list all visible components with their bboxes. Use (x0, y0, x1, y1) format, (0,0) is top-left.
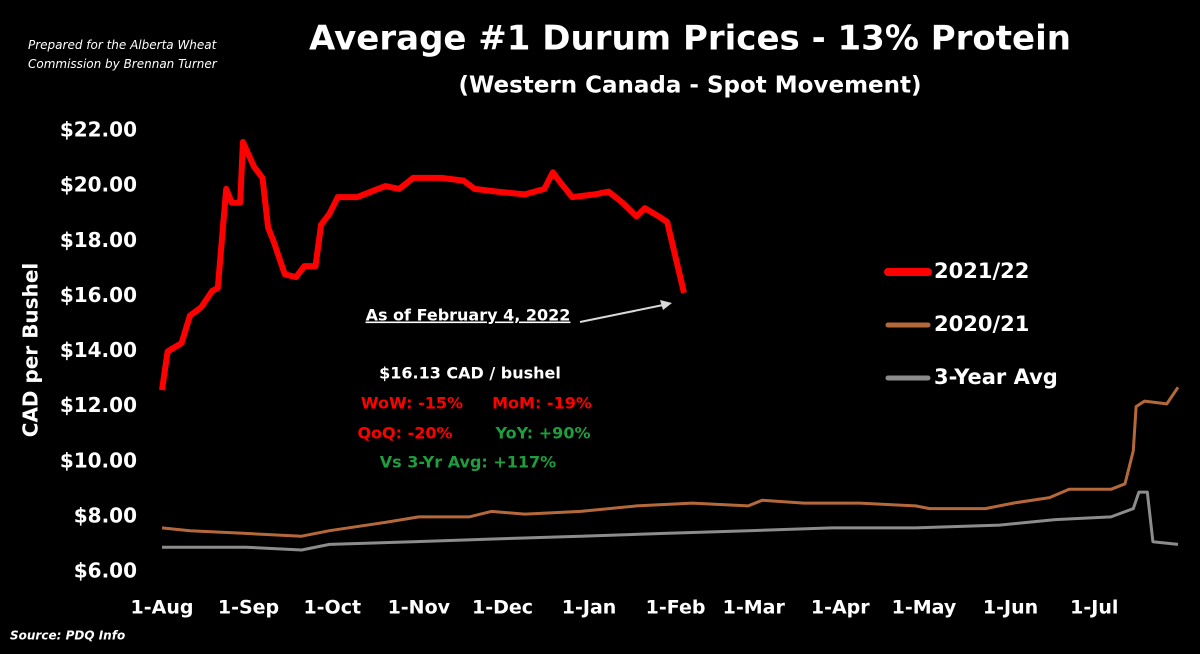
x-tick-label: 1-Aug (131, 597, 194, 619)
chart-subtitle: (Western Canada - Spot Movement) (458, 73, 921, 99)
x-tick-label: 1-Jun (983, 597, 1038, 619)
annotation: As of February 4, 2022 (366, 306, 571, 325)
x-tick-label: 1-May (892, 597, 957, 619)
annotation: $16.13 CAD / bushel (379, 364, 561, 383)
y-tick-label: $6.00 (74, 559, 137, 583)
x-tick-label: 1-Dec (472, 597, 533, 619)
y-tick-label: $10.00 (60, 448, 137, 472)
y-tick-label: $20.00 (60, 173, 137, 197)
annotation: YoY: +90% (495, 424, 591, 443)
note: Prepared for the Alberta Wheat Commissio… (28, 38, 217, 71)
legend-label: 2020/21 (934, 312, 1029, 336)
annotation-arrow (579, 303, 669, 323)
series-line (161, 386, 1180, 538)
annotation: Vs 3-Yr Avg: +117% (380, 453, 556, 472)
y-axis-label: CAD per Bushel (19, 263, 43, 437)
x-tick-label: 1-Oct (303, 597, 361, 619)
x-tick-label: 1-Feb (646, 597, 706, 619)
y-tick-label: $12.00 (60, 393, 137, 417)
series-line (159, 139, 687, 391)
y-tick-label: $8.00 (74, 503, 137, 527)
legend-label: 2021/22 (934, 259, 1029, 283)
y-tick-label: $22.00 (60, 118, 137, 142)
x-tick-label: 1-Sep (218, 597, 279, 619)
y-tick-label: $14.00 (60, 338, 137, 362)
source: Source: PDQ Info (10, 629, 125, 643)
series-line (162, 490, 1179, 552)
annotation: WoW: -15% (361, 394, 463, 413)
x-tick-label: 1-Mar (723, 597, 786, 619)
x-tick-label: 1-Jan (562, 597, 617, 619)
arrow-head (660, 300, 672, 310)
x-tick-label: 1-Nov (388, 597, 451, 619)
annotation: MoM: -19% (492, 394, 592, 413)
legend-label: 3-Year Avg (934, 365, 1058, 389)
x-tick-label: 1-Jul (1070, 597, 1118, 619)
x-tick-label: 1-Apr (811, 597, 870, 619)
y-tick-label: $18.00 (60, 228, 137, 252)
annotation: QoQ: -20% (357, 424, 452, 443)
y-tick-label: $16.00 (60, 283, 137, 307)
note-box: Prepared for the Alberta Wheat Commissio… (28, 38, 217, 71)
chart-title: Average #1 Durum Prices - 13% Protein (309, 19, 1071, 59)
